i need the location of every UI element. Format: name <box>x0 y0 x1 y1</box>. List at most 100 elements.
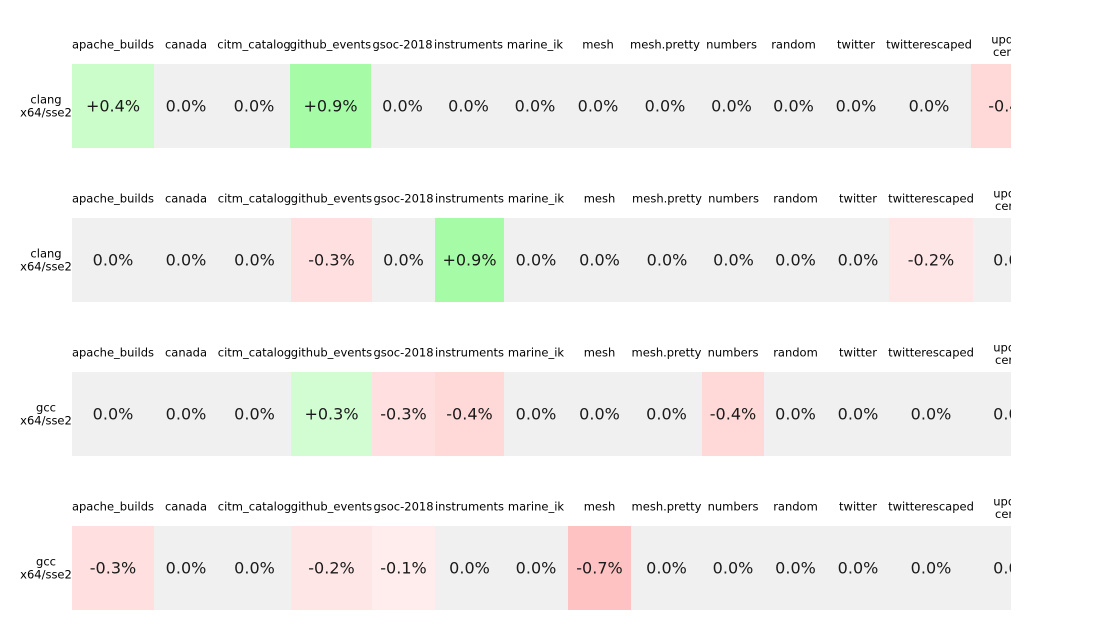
cell-value-label: 0.0% <box>993 251 1034 270</box>
cell-value-label: 0.0% <box>911 559 952 578</box>
cell-value-label: +0.4% <box>86 97 140 116</box>
cell-value-label: 0.0% <box>645 97 686 116</box>
heatmap-cell <box>290 64 371 148</box>
cell-value-label: 0.0% <box>448 97 489 116</box>
heatmap-panel: apache_builds canada citm_catalog github_ev… <box>20 341 1011 456</box>
column-header: update <box>991 33 1032 47</box>
column-header: mesh <box>584 346 616 360</box>
column-header: numbers <box>706 38 757 52</box>
column-header: github_events <box>291 500 372 514</box>
heatmap-cell <box>889 218 973 302</box>
column-header: mesh <box>584 192 616 206</box>
column-header: citm_catalog <box>217 38 290 52</box>
panel-background <box>72 372 1011 456</box>
cell-value-label: 0.0% <box>234 251 275 270</box>
cell-value-label: 0.0% <box>838 251 879 270</box>
panel-background <box>72 218 1011 302</box>
cell-value-label: +0.9% <box>303 97 357 116</box>
cell-value-label: 0.0% <box>911 405 952 424</box>
column-header: citm_catalog <box>218 500 291 514</box>
cell-value-label: -0.4% <box>446 405 492 424</box>
cell-value-label: 0.0% <box>647 251 688 270</box>
cell-value-label: 0.0% <box>166 405 207 424</box>
cell-value-label: +0.9% <box>442 251 496 270</box>
row-label-compiler: clang <box>30 247 61 261</box>
cell-value-label: 0.0% <box>93 405 134 424</box>
column-header: center <box>995 507 1032 521</box>
heatmap-panel: apache_builds canada citm_catalog github_ev… <box>20 495 1034 610</box>
cell-value-label: 0.0% <box>713 251 754 270</box>
cell-value-label: -0.3% <box>308 251 354 270</box>
heatmap-cell <box>435 218 504 302</box>
column-header: twitter <box>837 38 875 52</box>
row-label-target: x64/sse2 <box>20 568 72 582</box>
column-header: mesh <box>582 38 614 52</box>
heatmap-cell <box>372 526 435 610</box>
cell-value-label: 0.0% <box>775 251 816 270</box>
heatmap-panel: apache_builds canada citm_catalog github_ev… <box>20 187 1034 302</box>
row-label-compiler: gcc <box>36 401 56 415</box>
column-header: canada <box>165 500 207 514</box>
cell-value-label: -0.2% <box>908 251 954 270</box>
column-header: mesh <box>584 500 616 514</box>
cell-value-label: 0.0% <box>382 97 423 116</box>
cell-value-label: 0.0% <box>579 251 620 270</box>
column-header: marine_ik <box>508 346 564 360</box>
heatmap-cell <box>291 218 372 302</box>
cell-value-label: -0.4% <box>710 405 756 424</box>
heatmap-panels: apache_builds canada citm_catalog github_ev… <box>20 33 1034 610</box>
column-header: twitter <box>839 192 877 206</box>
cell-value-label: 0.0% <box>775 559 816 578</box>
column-header: twitter <box>839 500 877 514</box>
column-header: numbers <box>708 192 759 206</box>
column-header: github_events <box>291 346 372 360</box>
cell-value-label: 0.0% <box>711 97 752 116</box>
column-header: github_events <box>291 192 372 206</box>
column-header: update <box>993 495 1034 509</box>
cell-value-label: 0.0% <box>516 251 557 270</box>
cell-value-label: -0.1% <box>380 559 426 578</box>
row-label-compiler: gcc <box>36 555 56 569</box>
cell-value-label: 0.0% <box>93 251 134 270</box>
column-header: numbers <box>708 500 759 514</box>
column-header: random <box>773 500 818 514</box>
cell-value-label: -0.3% <box>380 405 426 424</box>
column-header: random <box>773 192 818 206</box>
panel-background <box>72 526 1011 610</box>
column-header: canada <box>165 192 207 206</box>
column-header: gsoc-2018 <box>373 192 433 206</box>
column-header: apache_builds <box>72 192 154 206</box>
cell-value-label: 0.0% <box>166 97 207 116</box>
column-header: twitterescaped <box>888 500 974 514</box>
column-header: marine_ik <box>508 500 564 514</box>
cell-value-label: 0.0% <box>166 559 207 578</box>
column-header: gsoc-2018 <box>373 500 433 514</box>
column-header: update <box>993 187 1034 201</box>
column-header: twitterescaped <box>888 192 974 206</box>
cell-value-label: 0.0% <box>775 405 816 424</box>
cell-value-label: 0.0% <box>578 97 619 116</box>
column-header: instruments <box>435 192 504 206</box>
cell-value-label: -0.2% <box>308 559 354 578</box>
heatmap-cell <box>372 372 435 456</box>
cell-value-label: -0.4% <box>988 97 1034 116</box>
column-header: marine_ik <box>507 38 563 52</box>
heatmap-cell <box>72 526 154 610</box>
column-header: twitterescaped <box>886 38 972 52</box>
cell-value-label: 0.0% <box>515 97 556 116</box>
row-label-target: x64/sse2 <box>20 260 72 274</box>
column-header: twitterescaped <box>888 346 974 360</box>
column-header: instruments <box>435 346 504 360</box>
heatmap-cell <box>291 372 372 456</box>
heatmap-cell <box>435 372 504 456</box>
cell-value-label: 0.0% <box>646 559 687 578</box>
cell-value-label: 0.0% <box>646 405 687 424</box>
cell-value-label: 0.0% <box>383 251 424 270</box>
row-label-compiler: clang <box>30 93 61 107</box>
column-header: gsoc-2018 <box>372 38 432 52</box>
column-header: instruments <box>435 500 504 514</box>
cell-value-label: 0.0% <box>773 97 814 116</box>
cell-value-label: 0.0% <box>166 251 207 270</box>
column-header: mesh.pretty <box>632 192 702 206</box>
cell-value-label: 0.0% <box>993 559 1034 578</box>
